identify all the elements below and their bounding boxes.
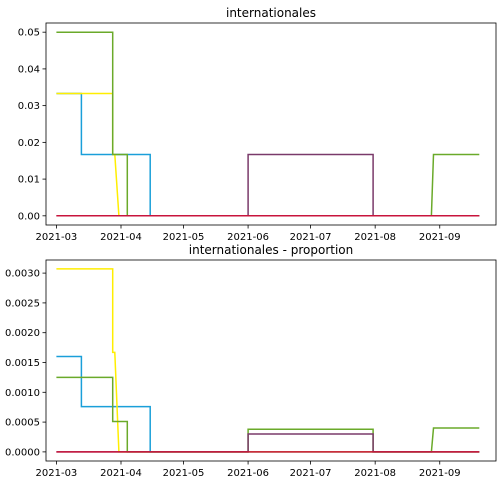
plot-frame: [46, 23, 496, 225]
x-tick-label: 2021-03: [36, 232, 78, 243]
y-tick-label: 0.0015: [5, 358, 40, 369]
x-tick-label: 2021-07: [290, 468, 332, 479]
x-tick-label: 2021-06: [227, 232, 269, 243]
x-tick-label: 2021-04: [100, 468, 142, 479]
x-tick-label: 2021-09: [419, 232, 461, 243]
top-chart: internationales 2021-03 2021-04 2021-05 202…: [18, 6, 496, 243]
y-tick-label: 0.05: [18, 28, 40, 39]
y-tick-label: 0.0010: [5, 388, 40, 399]
series-line-2: [56, 377, 479, 452]
x-tick-label: 2021-09: [419, 468, 461, 479]
y-tick-label: 0.02: [18, 138, 40, 149]
x-tick-label: 2021-04: [100, 232, 142, 243]
y-tick-label: 0.0030: [5, 269, 40, 280]
series-line-3: [56, 434, 479, 452]
series-line-2: [56, 32, 479, 216]
y-tick-label: 0.00: [18, 211, 40, 222]
x-tick-label: 2021-03: [36, 468, 78, 479]
series-line-1: [56, 269, 479, 452]
y-tick-label: 0.0000: [5, 447, 40, 458]
y-tick-label: 0.01: [18, 175, 40, 186]
chart-title: internationales - proportion: [189, 243, 353, 257]
y-tick-label: 0.0025: [5, 298, 40, 309]
y-tick-label: 0.0020: [5, 328, 40, 339]
x-tick-label: 2021-08: [354, 232, 396, 243]
plot-frame: [46, 260, 496, 461]
x-tick-label: 2021-07: [290, 232, 332, 243]
y-tick-label: 0.03: [18, 101, 40, 112]
y-tick-label: 0.04: [18, 64, 40, 75]
series-line-0: [56, 357, 479, 452]
x-tick-label: 2021-05: [163, 232, 205, 243]
bottom-chart: internationales - proportion 2021-03 2021…: [5, 243, 496, 479]
x-tick-label: 2021-06: [227, 468, 269, 479]
x-tick-label: 2021-05: [163, 468, 205, 479]
x-tick-label: 2021-08: [354, 468, 396, 479]
series-line-3: [56, 155, 479, 216]
y-tick-label: 0.0005: [5, 418, 40, 429]
chart-title: internationales: [226, 6, 316, 20]
